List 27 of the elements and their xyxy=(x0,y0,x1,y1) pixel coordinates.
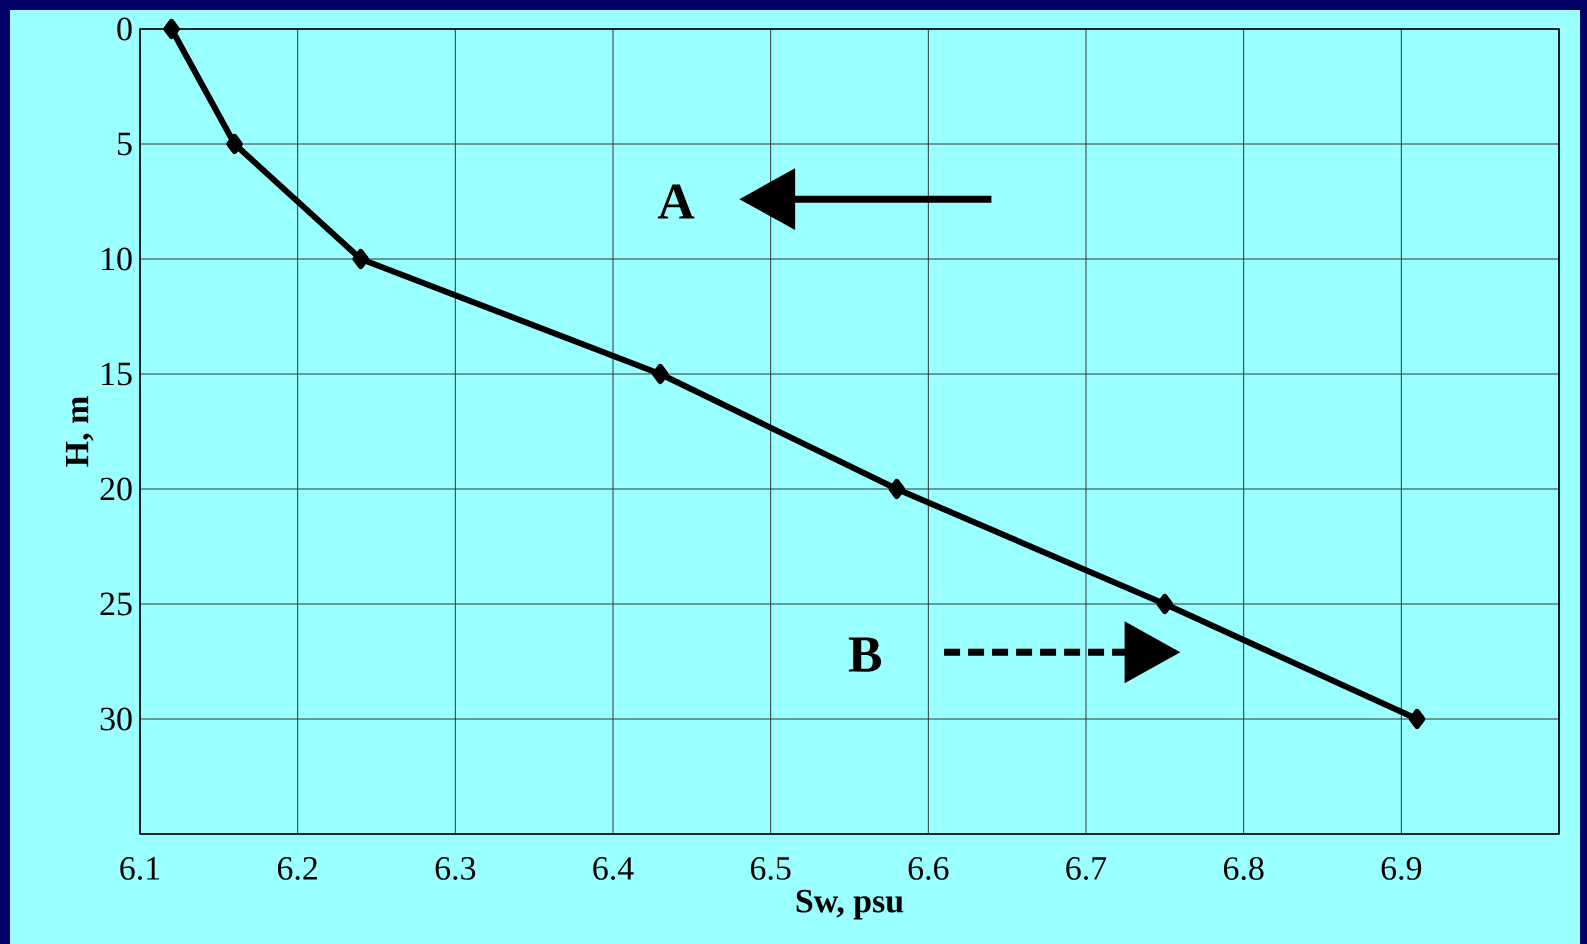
x-tick-label: 6.1 xyxy=(120,857,160,880)
x-axis-title: Sw, psu xyxy=(796,889,904,920)
x-tick-label: 6.4 xyxy=(593,857,634,880)
y-tick-label: 10 xyxy=(102,247,132,271)
x-tick-label: 6.8 xyxy=(1223,857,1264,881)
annotation: B xyxy=(848,637,882,672)
point xyxy=(652,364,669,385)
y-tick-label: 30 xyxy=(100,707,132,731)
point xyxy=(888,479,906,500)
point xyxy=(226,134,243,154)
y-tick-label: 0 xyxy=(117,17,132,41)
point xyxy=(352,249,369,269)
x-tick-label: 6.6 xyxy=(908,857,949,880)
point xyxy=(1408,709,1426,730)
x-tick-label: 6.5 xyxy=(750,857,791,880)
x-tick-label: 6.9 xyxy=(1381,857,1422,880)
annotation: A xyxy=(657,184,695,219)
x-tick-label: 6.7 xyxy=(1066,857,1107,880)
point xyxy=(163,19,180,39)
y-tick-label: 5 xyxy=(117,132,132,156)
x-tick-label: 6.2 xyxy=(277,857,317,880)
y-tick-label: 25 xyxy=(100,592,132,616)
x-tick-label: 6.3 xyxy=(435,857,476,880)
y-tick-label: 20 xyxy=(100,477,132,501)
point xyxy=(1156,594,1174,615)
y-axis-title: H, m xyxy=(65,396,94,467)
y-tick-label: 15 xyxy=(102,362,132,386)
